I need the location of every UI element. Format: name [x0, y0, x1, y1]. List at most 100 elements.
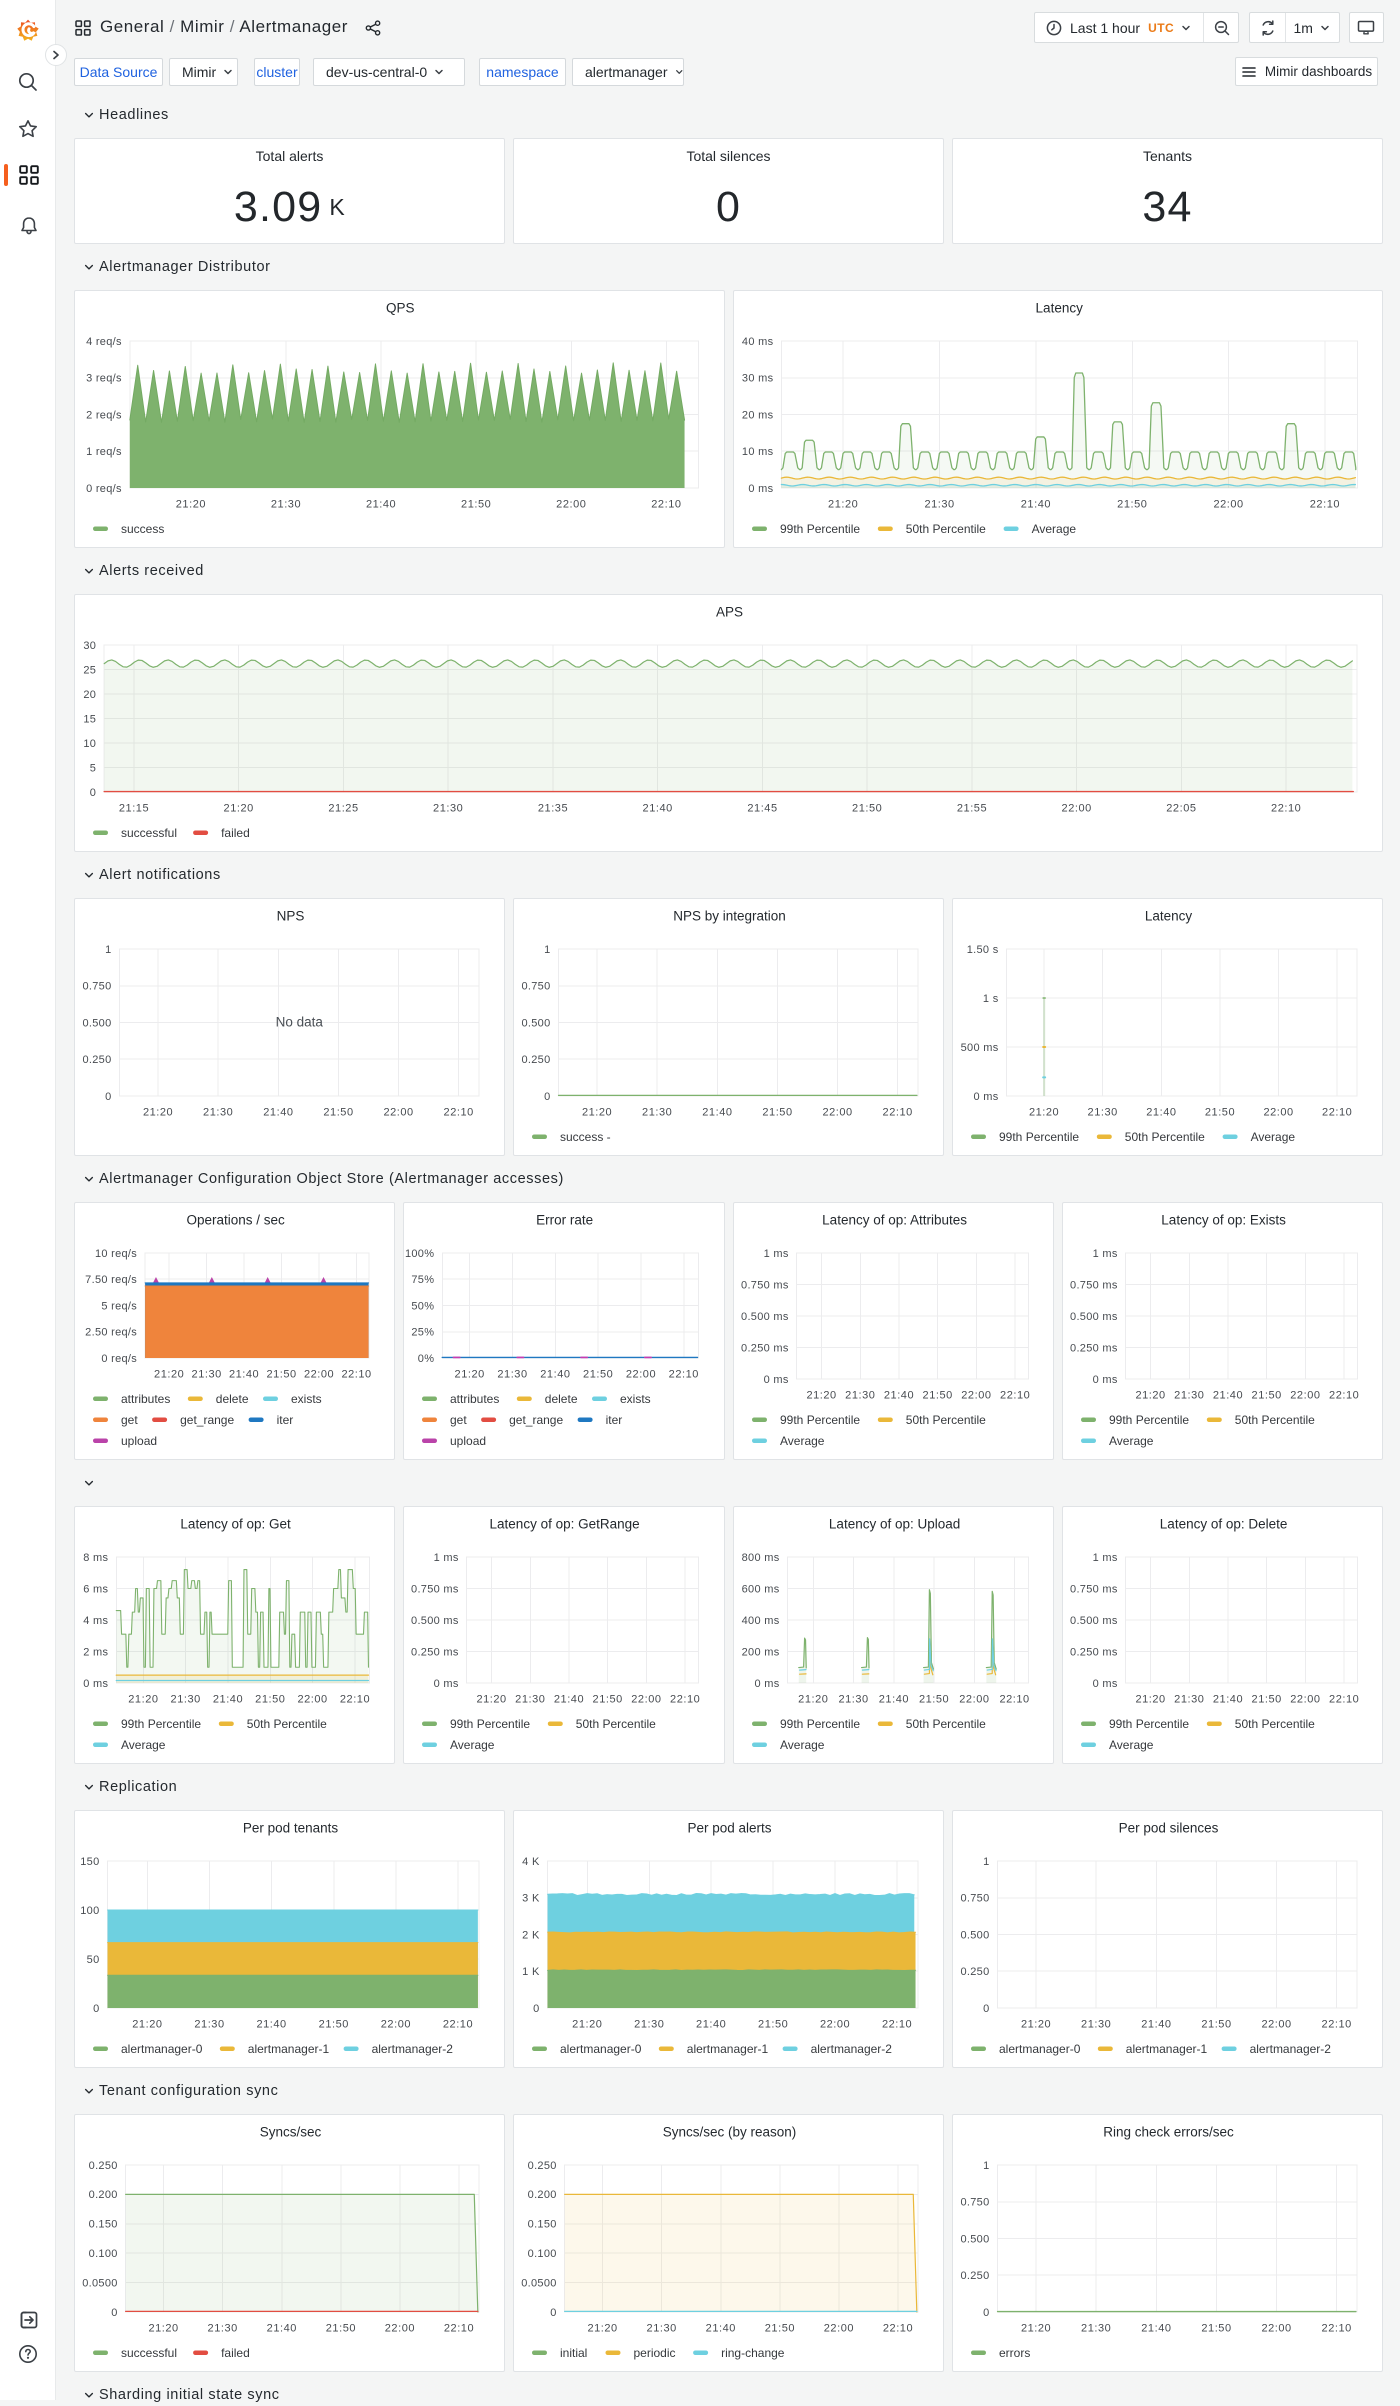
svg-text:21:50: 21:50	[583, 1369, 613, 1381]
svg-text:Latency of op: Attributes: Latency of op: Attributes	[822, 1213, 967, 1228]
svg-text:alertmanager-0: alertmanager-0	[999, 2042, 1081, 2056]
svg-text:21:50: 21:50	[1201, 2323, 1231, 2335]
svg-text:21:20: 21:20	[176, 499, 206, 511]
svg-text:Latency of op: Delete: Latency of op: Delete	[1160, 1517, 1288, 1532]
svg-text:attributes: attributes	[121, 1392, 170, 1406]
svg-text:APS: APS	[716, 605, 743, 620]
svg-text:21:30: 21:30	[208, 2323, 238, 2335]
svg-text:21:30: 21:30	[271, 499, 301, 511]
svg-text:22:10: 22:10	[883, 1107, 913, 1119]
svg-text:22:00: 22:00	[822, 1107, 852, 1119]
svg-text:21:20: 21:20	[798, 1694, 828, 1706]
svg-text:21:30: 21:30	[192, 1369, 222, 1381]
svg-text:1: 1	[983, 2160, 989, 2172]
svg-text:alertmanager-1: alertmanager-1	[1126, 2042, 1208, 2056]
svg-text:40 ms: 40 ms	[741, 336, 773, 348]
svg-text:50th Percentile: 50th Percentile	[1125, 1130, 1205, 1144]
svg-text:0.750 ms: 0.750 ms	[411, 1583, 459, 1595]
svg-text:21:20: 21:20	[224, 803, 254, 815]
svg-text:0: 0	[111, 2307, 117, 2319]
svg-text:99th Percentile: 99th Percentile	[780, 522, 860, 536]
svg-text:upload: upload	[450, 1434, 486, 1448]
svg-text:0.500 ms: 0.500 ms	[1070, 1615, 1118, 1627]
svg-text:21:20: 21:20	[1021, 2323, 1051, 2335]
svg-text:50: 50	[87, 1954, 100, 1966]
svg-text:1.50 s: 1.50 s	[967, 944, 999, 956]
svg-text:21:45: 21:45	[747, 803, 777, 815]
svg-text:1 ms: 1 ms	[1092, 1552, 1117, 1564]
svg-text:21:40: 21:40	[1020, 499, 1050, 511]
svg-text:0: 0	[90, 787, 96, 799]
svg-text:400 ms: 400 ms	[741, 1615, 779, 1627]
svg-text:21:50: 21:50	[1251, 1390, 1281, 1402]
svg-text:iter: iter	[606, 1413, 623, 1427]
svg-text:100%: 100%	[405, 1248, 434, 1260]
svg-text:21:40: 21:40	[878, 1694, 908, 1706]
svg-text:22:10: 22:10	[1329, 1694, 1359, 1706]
svg-text:success -: success -	[560, 1130, 611, 1144]
svg-text:22:10: 22:10	[340, 1694, 370, 1706]
svg-text:21:40: 21:40	[213, 1694, 243, 1706]
svg-text:alertmanager-1: alertmanager-1	[687, 2042, 769, 2056]
svg-text:50th Percentile: 50th Percentile	[905, 1413, 985, 1427]
svg-text:0 ms: 0 ms	[83, 1678, 108, 1690]
svg-text:22:00: 22:00	[383, 1107, 413, 1119]
svg-text:Per pod tenants: Per pod tenants	[243, 1821, 339, 1836]
svg-text:Per pod silences: Per pod silences	[1119, 1821, 1219, 1836]
svg-text:25: 25	[83, 664, 96, 676]
svg-text:0 req/s: 0 req/s	[86, 483, 122, 495]
svg-text:1: 1	[105, 944, 111, 956]
svg-text:successful: successful	[121, 826, 177, 840]
svg-text:21:50: 21:50	[1117, 499, 1147, 511]
svg-text:21:50: 21:50	[922, 1390, 952, 1402]
svg-text:alertmanager-2: alertmanager-2	[1250, 2042, 1332, 2056]
svg-text:exists: exists	[291, 1392, 322, 1406]
svg-text:0.500: 0.500	[960, 2233, 989, 2245]
svg-text:22:00: 22:00	[1261, 2323, 1291, 2335]
svg-text:21:40: 21:40	[541, 1369, 571, 1381]
svg-text:21:40: 21:40	[267, 2323, 297, 2335]
svg-text:21:20: 21:20	[828, 499, 858, 511]
svg-text:22:00: 22:00	[1261, 2019, 1291, 2031]
svg-text:0.750: 0.750	[82, 981, 111, 993]
svg-text:0: 0	[93, 2003, 99, 2015]
svg-text:initial: initial	[560, 2346, 587, 2360]
svg-text:21:20: 21:20	[1135, 1390, 1165, 1402]
svg-text:21:50: 21:50	[765, 2323, 795, 2335]
svg-text:0 ms: 0 ms	[748, 483, 773, 495]
svg-text:0.200: 0.200	[89, 2189, 118, 2201]
svg-text:2 ms: 2 ms	[83, 1646, 108, 1658]
svg-text:21:15: 21:15	[119, 803, 149, 815]
svg-text:22:00: 22:00	[297, 1694, 327, 1706]
svg-text:21:20: 21:20	[132, 2019, 162, 2031]
svg-text:21:20: 21:20	[1135, 1694, 1165, 1706]
svg-text:21:35: 21:35	[538, 803, 568, 815]
svg-text:21:50: 21:50	[758, 2019, 788, 2031]
svg-text:22:10: 22:10	[444, 1107, 474, 1119]
svg-text:50th Percentile: 50th Percentile	[247, 1717, 327, 1731]
svg-text:22:10: 22:10	[1271, 803, 1301, 815]
svg-text:0: 0	[544, 1091, 550, 1103]
svg-text:alertmanager-2: alertmanager-2	[372, 2042, 454, 2056]
svg-text:0: 0	[105, 1091, 111, 1103]
svg-text:periodic: periodic	[634, 2346, 676, 2360]
svg-text:21:40: 21:40	[263, 1107, 293, 1119]
svg-text:21:50: 21:50	[1251, 1694, 1281, 1706]
svg-text:20: 20	[83, 689, 96, 701]
svg-text:21:40: 21:40	[1146, 1107, 1176, 1119]
svg-text:22:00: 22:00	[824, 2323, 854, 2335]
svg-text:22:10: 22:10	[670, 1694, 700, 1706]
svg-text:22:10: 22:10	[882, 2019, 912, 2031]
svg-text:3 K: 3 K	[522, 1893, 540, 1905]
svg-text:21:30: 21:30	[515, 1694, 545, 1706]
svg-text:0 ms: 0 ms	[763, 1374, 788, 1386]
svg-text:21:50: 21:50	[255, 1694, 285, 1706]
svg-text:0: 0	[533, 2003, 539, 2015]
svg-text:50th Percentile: 50th Percentile	[1235, 1717, 1315, 1731]
svg-text:600 ms: 600 ms	[741, 1583, 779, 1595]
svg-text:Latency: Latency	[1145, 909, 1193, 924]
svg-text:0.150: 0.150	[528, 2219, 557, 2231]
svg-text:22:00: 22:00	[1213, 499, 1243, 511]
svg-text:alertmanager-0: alertmanager-0	[121, 2042, 203, 2056]
svg-text:0.100: 0.100	[528, 2248, 557, 2260]
